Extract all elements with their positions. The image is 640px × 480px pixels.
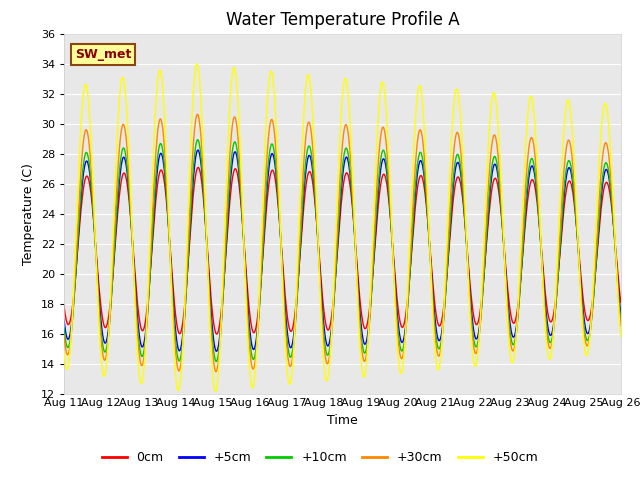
X-axis label: Time: Time — [327, 414, 358, 427]
Text: SW_met: SW_met — [75, 48, 131, 61]
Legend: 0cm, +5cm, +10cm, +30cm, +50cm: 0cm, +5cm, +10cm, +30cm, +50cm — [97, 446, 543, 469]
Title: Water Temperature Profile A: Water Temperature Profile A — [225, 11, 460, 29]
Y-axis label: Temperature (C): Temperature (C) — [22, 163, 35, 264]
